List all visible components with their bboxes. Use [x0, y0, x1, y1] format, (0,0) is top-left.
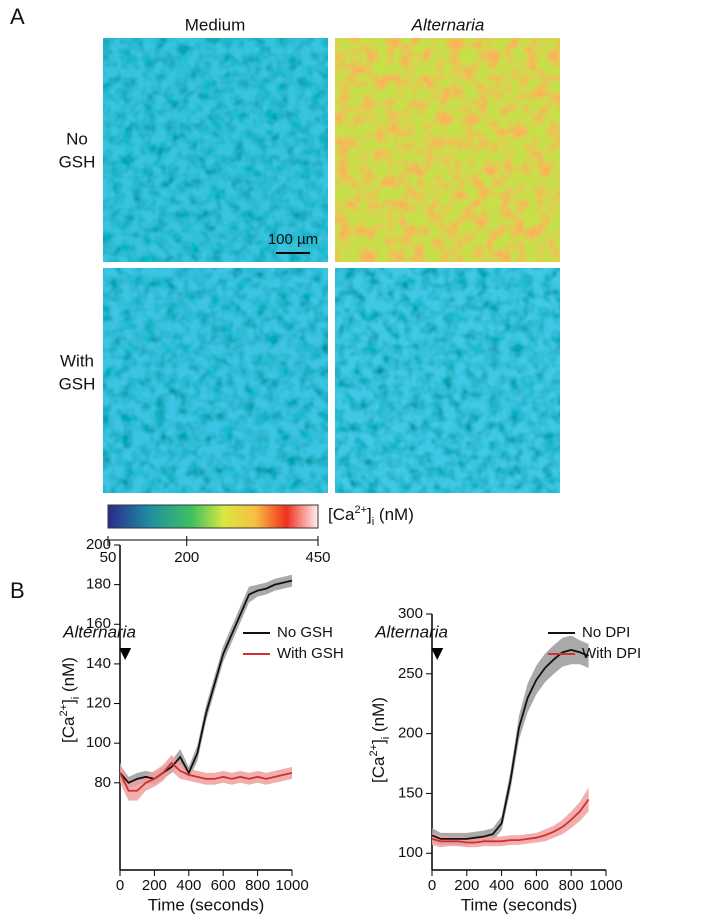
- error-band: [120, 574, 292, 789]
- row-label: No: [66, 129, 88, 148]
- x-tick-label: 1000: [275, 877, 308, 894]
- y-tick-label: 80: [94, 774, 111, 791]
- label-part: i: [70, 697, 82, 699]
- x-tick-label: 200: [454, 877, 479, 894]
- series-line: [119, 761, 293, 792]
- y-tick-label: 100: [398, 844, 423, 861]
- label-part: 2+: [354, 504, 367, 516]
- annotation-arrow: [431, 648, 444, 660]
- x-tick-label: 400: [489, 877, 514, 894]
- x-axis-label: Time (seconds): [148, 895, 265, 914]
- colorbar-tick-label: 200: [174, 549, 199, 566]
- label-part: i: [372, 516, 374, 528]
- label-part: [Ca: [369, 756, 388, 783]
- label-part: [Ca: [328, 505, 355, 524]
- y-tick-label: 300: [398, 605, 423, 622]
- scale-bar-label: 100 µm: [268, 231, 318, 248]
- x-tick-label: 800: [245, 877, 270, 894]
- series-line: [431, 648, 589, 840]
- column-label: Alternaria: [411, 15, 485, 34]
- label-part: [Ca: [59, 716, 78, 743]
- colorbar-tick-label: 450: [305, 549, 330, 566]
- micrograph: [103, 38, 328, 262]
- legend-label: No DPI: [582, 624, 630, 641]
- row-label: GSH: [59, 152, 96, 171]
- error-band: [432, 787, 589, 848]
- error-band: [432, 635, 589, 845]
- row-label: GSH: [59, 374, 96, 393]
- micrograph: [103, 268, 328, 493]
- panel-label: A: [10, 4, 25, 29]
- x-tick-label: 800: [559, 877, 584, 894]
- y-tick-label: 140: [86, 655, 111, 672]
- label-part: (nM): [369, 697, 388, 737]
- x-tick-label: 0: [116, 877, 124, 894]
- y-tick-label: 150: [398, 784, 423, 801]
- y-tick-label: 160: [86, 615, 111, 632]
- legend-label: No GSH: [277, 624, 333, 641]
- y-tick-label: 100: [86, 734, 111, 751]
- x-axis-label: Time (seconds): [461, 895, 578, 914]
- label-part: 2+: [368, 744, 380, 757]
- series-line: [431, 798, 590, 844]
- x-tick-label: 600: [211, 877, 236, 894]
- x-tick-label: 1000: [589, 877, 622, 894]
- error-band: [120, 755, 292, 801]
- axis-label: [Ca2+]i (nM): [58, 657, 82, 743]
- y-tick-label: 180: [86, 576, 111, 593]
- annotation: Alternaria: [374, 622, 448, 641]
- axis-label: [Ca2+]i (nM): [368, 697, 392, 783]
- legend-label: With DPI: [582, 645, 641, 662]
- y-tick-label: 250: [398, 665, 423, 682]
- colorbar: [107, 504, 319, 529]
- annotation-arrow: [119, 648, 132, 660]
- x-tick-label: 200: [142, 877, 167, 894]
- series-line: [119, 579, 293, 784]
- label-part: i: [380, 737, 392, 739]
- axis-label: [Ca2+]i (nM): [328, 504, 414, 528]
- label-part: ]: [367, 505, 372, 524]
- label-part: 2+: [58, 704, 70, 717]
- panel-label: B: [10, 578, 25, 603]
- column-label: Medium: [185, 15, 245, 34]
- y-tick-label: 120: [86, 695, 111, 712]
- label-part: ]: [59, 699, 78, 704]
- micrograph: [335, 38, 560, 262]
- label-part: (nM): [374, 505, 414, 524]
- y-tick-label: 200: [398, 725, 423, 742]
- label-part: ]: [369, 739, 388, 744]
- y-tick-label: 200: [86, 536, 111, 553]
- x-tick-label: 0: [428, 877, 436, 894]
- annotation: Alternaria: [62, 622, 136, 641]
- row-label: With: [60, 351, 94, 370]
- colorbar-tick-label: 50: [100, 549, 117, 566]
- label-part: (nM): [59, 657, 78, 697]
- x-tick-label: 400: [176, 877, 201, 894]
- x-tick-label: 600: [524, 877, 549, 894]
- micrograph: [335, 268, 560, 493]
- legend-label: With GSH: [277, 645, 344, 662]
